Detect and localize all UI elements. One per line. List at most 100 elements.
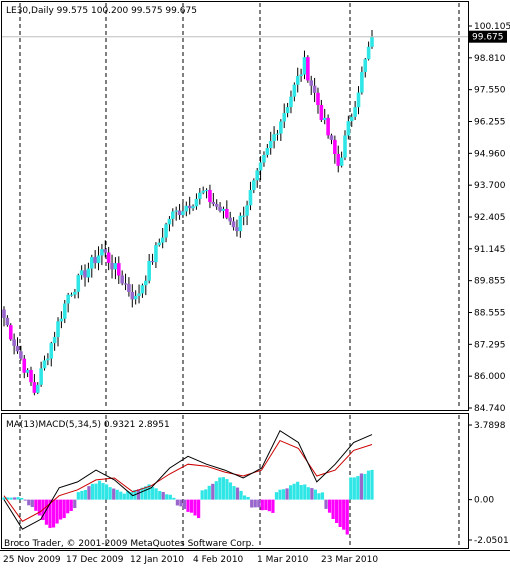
price-bar-body xyxy=(73,291,77,295)
date-tick-label: 1 Mar 2010 xyxy=(257,555,309,565)
macd-histogram-bar xyxy=(44,499,49,525)
price-bar-body xyxy=(346,121,351,136)
macd-histogram-bar xyxy=(296,481,300,500)
macd-histogram-bar xyxy=(51,499,56,528)
price-bar-body xyxy=(100,249,104,256)
price-tick-label: 92.405 xyxy=(474,213,506,223)
macd-histogram-bar xyxy=(122,493,126,500)
macd-histogram-bar xyxy=(359,473,363,500)
macd-histogram-bar xyxy=(189,499,194,513)
price-bar-body xyxy=(363,59,368,73)
price-bar-body xyxy=(187,205,192,209)
macd-histogram-bar xyxy=(147,484,151,500)
price-bar-body xyxy=(282,113,287,122)
price-tick-label: 100.105 xyxy=(474,22,510,32)
price-bar-body xyxy=(191,206,195,209)
price-bar-body xyxy=(343,135,347,158)
price-bar-body xyxy=(39,368,43,385)
macd-histogram-bar xyxy=(87,486,91,500)
price-bar-body xyxy=(143,280,148,286)
macd-histogram-bar xyxy=(345,499,349,535)
price-bar-body xyxy=(25,370,30,373)
macd-axis: 3.7898 0.00 -2.0501 xyxy=(468,421,509,546)
price-bar-body xyxy=(265,148,270,155)
macd-histogram-bar xyxy=(97,480,102,500)
macd-histogram-bar xyxy=(267,499,271,512)
macd-histogram-bar xyxy=(115,489,119,500)
price-bar-body xyxy=(336,153,341,166)
price-bar-body xyxy=(231,221,236,228)
price-bar-body xyxy=(133,295,138,300)
price-bar-body xyxy=(69,294,74,296)
copyright-notice: Broco Trader, © 2001-2009 MetaQuotes Sof… xyxy=(4,539,254,549)
macd-histogram-bar xyxy=(69,499,73,511)
price-bar-body xyxy=(302,57,307,75)
price-bar-body xyxy=(349,116,354,122)
macd-histogram-bar xyxy=(260,499,264,511)
price-bar-body xyxy=(76,275,81,292)
price-bar-body xyxy=(140,285,145,294)
price-axis: 100.105 98.810 97.550 96.255 94.960 93.700 92.… xyxy=(468,22,510,414)
macd-histogram-bar xyxy=(352,477,356,500)
price-bar-body xyxy=(299,74,303,77)
price-bar-body xyxy=(275,133,280,135)
price-bar-body xyxy=(123,283,128,285)
macd-histogram-bar xyxy=(5,497,10,500)
price-bar-body xyxy=(258,162,263,171)
macd-histogram-bar xyxy=(186,499,190,512)
price-bar-body xyxy=(366,46,371,60)
macd-histogram-bar xyxy=(356,476,360,500)
price-bar-body xyxy=(322,117,327,120)
macd-histogram-bar xyxy=(228,482,233,500)
macd-histogram-bar xyxy=(34,499,38,511)
macd-histogram-bar xyxy=(320,492,325,500)
price-bar-body xyxy=(339,157,344,166)
price-bar-body xyxy=(93,257,97,264)
macd-histogram-bar xyxy=(366,470,371,500)
price-bar-body xyxy=(289,96,293,108)
price-bar-body xyxy=(56,321,60,338)
price-bar-body xyxy=(241,215,246,217)
price-bar-body xyxy=(42,360,47,369)
macd-histogram-bar xyxy=(327,499,332,513)
macd-histogram-bar xyxy=(193,499,197,516)
period-separators xyxy=(19,3,460,548)
macd-histogram-bar xyxy=(80,490,84,500)
price-bar-body xyxy=(225,208,229,218)
price-bar-body xyxy=(262,154,266,163)
price-bar-body xyxy=(32,382,37,393)
price-bar-body xyxy=(12,339,16,346)
macd-histogram-bar xyxy=(324,499,328,509)
price-bar-body xyxy=(49,343,54,359)
macd-histogram-bar xyxy=(161,492,165,500)
price-bar-body xyxy=(89,257,94,269)
price-bar-body xyxy=(204,189,209,192)
price-bar-body xyxy=(272,134,276,142)
macd-histogram-bar xyxy=(175,499,179,506)
macd-histogram-bar xyxy=(126,491,130,500)
macd-histogram-bar xyxy=(13,497,17,500)
macd-tick-label: -2.0501 xyxy=(474,536,509,546)
price-bar-body xyxy=(66,294,70,304)
macd-histogram-bar xyxy=(281,489,286,500)
price-bar-body xyxy=(295,76,300,85)
price-bar-body xyxy=(184,205,189,212)
price-panel-header: LE30,Daily 99.575 100.200 99.575 99.675 xyxy=(6,6,197,16)
price-bar-body xyxy=(333,139,337,154)
price-bar-body xyxy=(194,198,199,207)
macd-histogram-bar xyxy=(66,499,70,514)
price-bar-body xyxy=(218,206,222,211)
macd-tick-label: 3.7898 xyxy=(474,421,506,431)
price-bar-body xyxy=(326,117,330,136)
price-tick-label: 93.700 xyxy=(474,181,506,191)
macd-histogram-bar xyxy=(342,499,346,530)
price-bar-body xyxy=(248,190,253,206)
macd-histogram-bar xyxy=(23,499,27,501)
price-bar-body xyxy=(316,92,320,105)
price-bar-body xyxy=(130,291,135,300)
macd-histogram-bar xyxy=(20,497,24,500)
price-panel-frame xyxy=(1,1,469,411)
price-tick-label: 86.000 xyxy=(474,372,506,382)
macd-histogram-bar xyxy=(101,483,105,500)
